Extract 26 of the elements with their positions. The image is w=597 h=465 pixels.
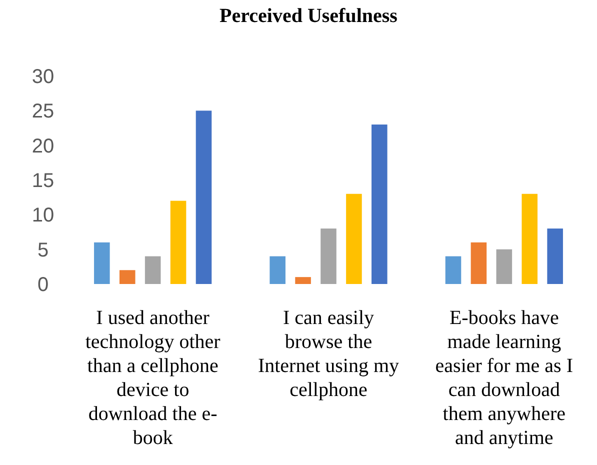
bar	[196, 110, 212, 284]
y-tick-label: 0	[37, 274, 49, 296]
bar	[144, 256, 161, 284]
bar	[496, 249, 512, 284]
bar	[346, 194, 362, 284]
y-tick-label: 20	[32, 135, 54, 158]
bar	[295, 277, 311, 284]
bar	[470, 242, 487, 284]
y-tick-label: 5	[37, 239, 49, 262]
y-tick-label: 30	[32, 66, 54, 88]
bar	[270, 256, 286, 284]
bar	[94, 242, 110, 284]
x-tick-label: I used another technology other than a cellphone device to download the e-book	[85, 307, 221, 449]
bar	[119, 270, 136, 284]
y-tick-label: 10	[32, 204, 54, 227]
y-tick-label: 25	[32, 100, 54, 123]
x-tick-label: I can easily browse the Internet using my cellphone	[258, 307, 400, 401]
bar	[372, 124, 388, 284]
y-tick-label: 15	[32, 170, 54, 192]
bar	[522, 194, 538, 284]
bar	[547, 228, 563, 284]
chart-title: Perceived Usefulness	[220, 5, 398, 27]
bar	[320, 228, 336, 284]
bar	[170, 200, 186, 284]
x-tick-label: E-books have made learning easier for me as I can download them anywhere and anytime	[435, 307, 574, 449]
bar	[445, 256, 462, 284]
